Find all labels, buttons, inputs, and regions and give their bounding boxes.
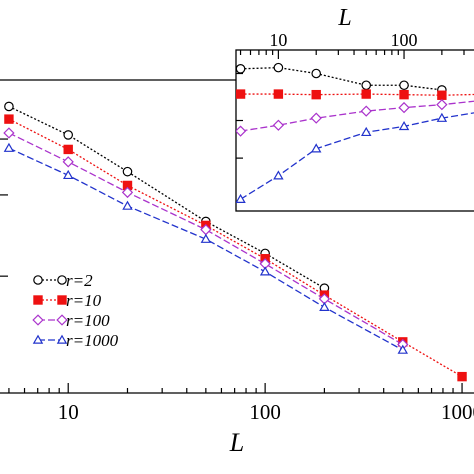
legend-marker-r-10 <box>57 295 67 305</box>
inset-point-r-10 <box>311 89 321 100</box>
legend-label-r-2: r=2 <box>66 271 93 290</box>
inset-point-r-1000 <box>436 112 448 122</box>
inset-point-r-100 <box>310 112 322 124</box>
legend-marker-r-2 <box>33 275 43 285</box>
main-x-tick-label: 1000 <box>441 400 474 424</box>
inset-point-r-2 <box>399 80 409 91</box>
inset-point-r-100 <box>272 119 285 131</box>
inset-x-axis-label: L <box>337 5 351 31</box>
inset-point-r-1000 <box>360 126 372 137</box>
legend-label-r-1000: r=1000 <box>66 331 119 350</box>
legend-marker-r-2 <box>57 275 67 285</box>
inset-series <box>236 62 474 203</box>
inset-point-r-1000 <box>236 193 246 203</box>
main-point-r-10 <box>457 371 467 382</box>
main-point-r-2 <box>4 101 14 112</box>
main-point-r-2 <box>122 166 133 177</box>
inset-point-r-1000 <box>310 143 322 153</box>
inset-panel: 10 100 <box>235 30 474 212</box>
main-point-r-1000 <box>122 200 133 210</box>
inset-point-r-100 <box>360 105 372 117</box>
legend-label-r-10: r=10 <box>66 291 102 310</box>
legend-label-r-100: r=100 <box>66 311 110 330</box>
main-point-r-100 <box>3 127 15 139</box>
legend-marker-r-1000 <box>32 334 44 344</box>
main-point-r-10 <box>4 114 14 124</box>
inset-point-r-2 <box>236 64 246 74</box>
inset-point-r-100 <box>398 101 410 114</box>
inset-point-r-10 <box>399 89 409 100</box>
main-line-r-10 <box>8 118 463 378</box>
main-point-r-1000 <box>397 344 409 354</box>
main-series <box>3 101 467 382</box>
main-point-r-1000 <box>200 233 212 243</box>
main-point-r-100 <box>121 186 134 199</box>
main-axes: 10 100 1000 <box>0 79 474 424</box>
main-point-r-1000 <box>319 301 330 312</box>
inset-x-tick-label: 10 <box>269 30 287 50</box>
main-point-r-2 <box>63 130 74 140</box>
legend-marker-r-1000 <box>56 334 68 344</box>
main-point-r-1000 <box>259 266 271 276</box>
inset-point-r-100 <box>436 98 448 111</box>
main-line-r-2 <box>8 105 325 289</box>
inset-point-r-10 <box>361 89 371 99</box>
inset-line-r-2 <box>240 66 442 91</box>
main-point-r-10 <box>63 144 73 155</box>
main-x-tick-label: 100 <box>249 400 281 424</box>
main-x-tick-label: 10 <box>58 400 79 424</box>
inset-point-r-2 <box>311 68 322 79</box>
main-point-r-1000 <box>62 169 74 180</box>
legend-marker-r-100 <box>32 314 44 326</box>
inset-point-r-1000 <box>273 170 284 180</box>
inset-point-r-2 <box>273 62 284 73</box>
inset-point-r-10 <box>437 90 447 100</box>
legend-marker-r-10 <box>33 295 43 305</box>
main-point-r-100 <box>62 156 74 168</box>
inset-point-r-100 <box>236 125 247 137</box>
inset-point-r-10 <box>236 89 246 99</box>
legend-marker-r-100 <box>56 314 68 326</box>
inset-point-r-2 <box>361 80 372 91</box>
inset-frame <box>235 49 474 212</box>
main-point-r-1000 <box>3 142 15 152</box>
inset-point-r-1000 <box>398 120 410 131</box>
inset-x-tick-label: 100 <box>391 30 418 50</box>
inset-point-r-10 <box>273 89 284 99</box>
x-axis-label: L <box>229 428 244 457</box>
